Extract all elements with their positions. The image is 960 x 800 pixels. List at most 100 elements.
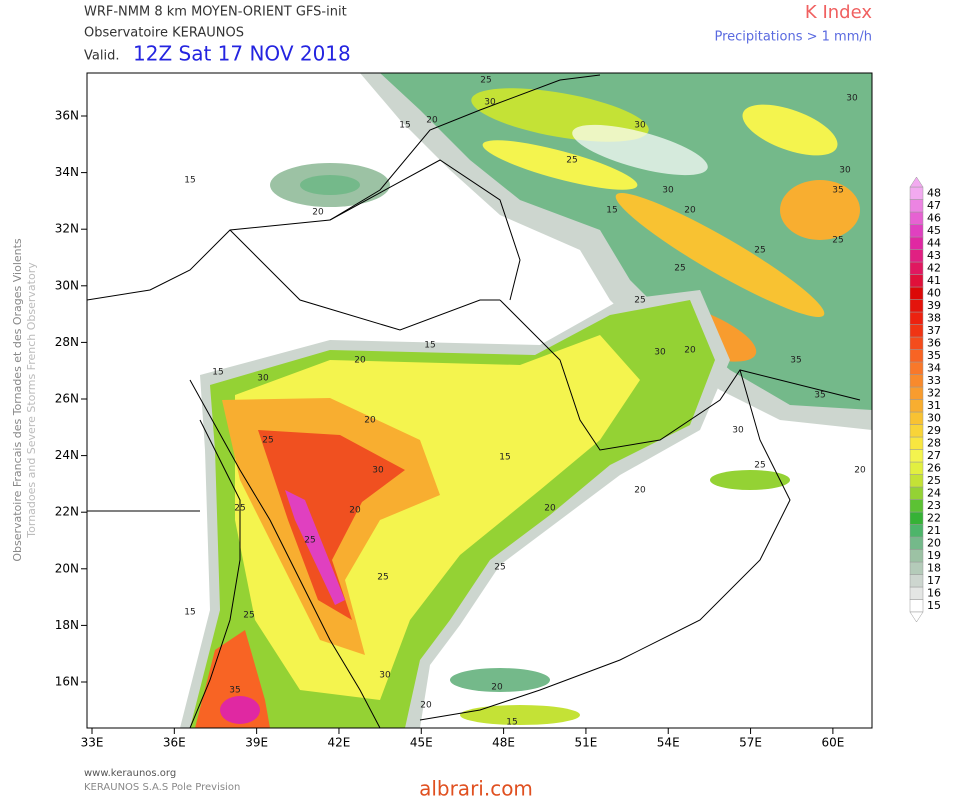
legend-swatch (909, 386, 924, 400)
contour-label: 20 (312, 208, 324, 218)
map: 33E 36E 39E 42E 45E 48E 51E 54E 57E 60E 16N 18N 20N 2… (55, 72, 873, 750)
legend-swatch (909, 399, 924, 413)
valid-time: 12Z Sat 17 NOV 2018 (133, 42, 351, 66)
legend-swatch (909, 599, 924, 613)
contour-label: 20 (684, 346, 696, 356)
y-tick-label: 20N (55, 561, 79, 575)
legend-swatch (909, 586, 924, 600)
contour-label: 30 (257, 374, 269, 384)
legend-swatch (909, 186, 924, 200)
legend-swatch (909, 236, 924, 250)
contour-label: 20 (426, 116, 438, 126)
legend-label: 38 (927, 311, 941, 324)
side-text: Tornadoes and Severe Storms French Obser… (25, 262, 38, 539)
contour-label: 25 (754, 246, 765, 256)
legend-label: 44 (927, 236, 941, 249)
legend-label: 45 (927, 224, 941, 237)
contour-label: 15 (424, 341, 435, 351)
contour-label: 20 (491, 683, 503, 693)
legend: 1516171819202122232425262728293031323334… (909, 176, 941, 623)
legend-swatch (909, 249, 924, 263)
contour-label: 20 (544, 504, 556, 514)
contour-label: 35 (832, 186, 843, 196)
legend-swatch (909, 474, 924, 488)
contour-label: 20 (854, 466, 866, 476)
legend-label: 37 (927, 324, 941, 337)
legend-swatch (909, 499, 924, 513)
y-tick-label: 34N (55, 165, 79, 179)
contour-label: 35 (790, 356, 801, 366)
footer-site: www.keraunos.org (84, 768, 176, 779)
legend-label: 16 (927, 586, 941, 599)
legend-label: 47 (927, 199, 941, 212)
legend-label: 40 (927, 286, 941, 299)
contour-label: 25 (377, 573, 388, 583)
contour-label: 30 (654, 348, 666, 358)
legend-label: 28 (927, 436, 941, 449)
contour-label: 15 (606, 206, 617, 216)
legend-swatch (909, 424, 924, 438)
legend-label: 25 (927, 474, 941, 487)
contour-label: 25 (674, 264, 685, 274)
legend-label: 19 (927, 549, 941, 562)
legend-swatch (909, 524, 924, 538)
legend-swatch (909, 374, 924, 388)
y-tick-label: 16N (55, 675, 79, 689)
contour-label: 30 (372, 466, 384, 476)
legend-swatch (909, 299, 924, 313)
legend-label: 33 (927, 374, 941, 387)
legend-swatch (909, 361, 924, 375)
legend-label: 21 (927, 524, 941, 537)
contour-label: 25 (480, 76, 491, 86)
legend-swatch (909, 349, 924, 363)
model-title: WRF-NMM 8 km MOYEN-ORIENT GFS-init (84, 5, 347, 20)
legend-label: 42 (927, 261, 941, 274)
legend-swatch (909, 549, 924, 563)
parameter: K Index (805, 2, 872, 23)
legend-label: 43 (927, 249, 941, 262)
side-text: Observatoire Francais des Tornades et de… (11, 238, 24, 562)
legend-swatch (909, 261, 924, 275)
legend-swatch (909, 436, 924, 450)
contour-label: 35 (814, 391, 825, 401)
contour-label: 30 (634, 121, 646, 131)
precip-note: Precipitations > 1 mm/h (714, 30, 872, 45)
legend-swatch (909, 211, 924, 225)
legend-swatch (909, 536, 924, 550)
y-tick-label: 32N (55, 222, 79, 236)
y-tick-label: 24N (55, 448, 79, 462)
legend-swatch (909, 286, 924, 300)
y-tick-label: 36N (55, 109, 79, 123)
contour-label: 20 (634, 486, 646, 496)
legend-label: 27 (927, 449, 941, 462)
watermark: albrari.com (419, 777, 533, 800)
y-tick-label: 18N (55, 618, 79, 632)
x-tick-label: 45E (410, 736, 433, 750)
legend-arrow-top (909, 176, 924, 188)
contour-label: 20 (354, 356, 366, 366)
legend-swatch (909, 411, 924, 425)
contour-label: 30 (379, 671, 391, 681)
contour-label: 25 (243, 611, 254, 621)
legend-label: 34 (927, 361, 941, 374)
legend-swatch (909, 574, 924, 588)
y-tick-label: 26N (55, 392, 79, 406)
y-tick-label: 30N (55, 278, 79, 292)
x-tick-label: 39E (245, 736, 268, 750)
legend-label: 23 (927, 499, 941, 512)
x-tick-label: 60E (821, 736, 844, 750)
footer-company: KERAUNOS S.A.S Pole Prevision (84, 782, 240, 793)
contour-label: 25 (832, 236, 843, 246)
legend-label: 22 (927, 511, 941, 524)
legend-label: 24 (927, 486, 941, 499)
contour-label: 30 (839, 166, 851, 176)
contour-label: 20 (684, 206, 696, 216)
legend-label: 46 (927, 211, 941, 224)
x-tick-label: 33E (81, 736, 104, 750)
contour-label: 25 (234, 504, 245, 514)
legend-arrow-bottom (909, 611, 924, 623)
x-tick-label: 36E (163, 736, 186, 750)
legend-swatch (909, 486, 924, 500)
legend-label: 29 (927, 424, 941, 437)
